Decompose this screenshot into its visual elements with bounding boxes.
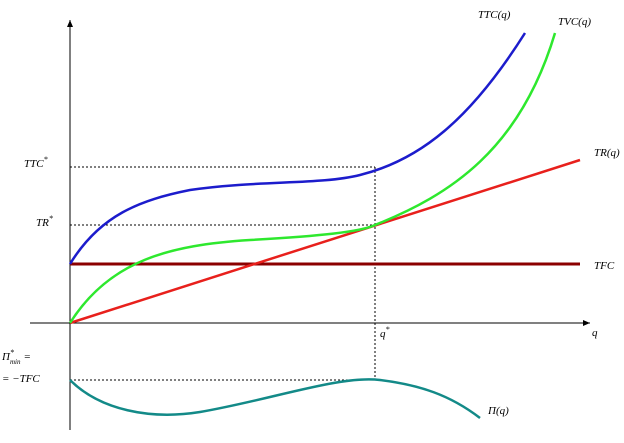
tvc-label: TVC(q) <box>558 16 591 28</box>
profit-curve <box>69 378 481 419</box>
profit-min-label-2: = −TFC <box>2 373 40 385</box>
q-star-label: q* <box>380 325 390 340</box>
tr-line <box>69 158 581 325</box>
ttc-star-label: TTC* <box>24 155 48 170</box>
x-axis-label: q <box>592 327 598 339</box>
tr-label: TR(q) <box>594 147 620 159</box>
guide-lines <box>70 166 376 381</box>
tvc-curve <box>68 32 557 324</box>
tfc-label: TFC <box>594 260 615 272</box>
profit-label: Π(q) <box>487 405 509 417</box>
ttc-label: TTC(q) <box>478 9 511 21</box>
profit-min-label: Π* min = <box>1 348 31 366</box>
tr-star-label: TR* <box>36 214 53 229</box>
ttc-curve <box>68 32 527 265</box>
